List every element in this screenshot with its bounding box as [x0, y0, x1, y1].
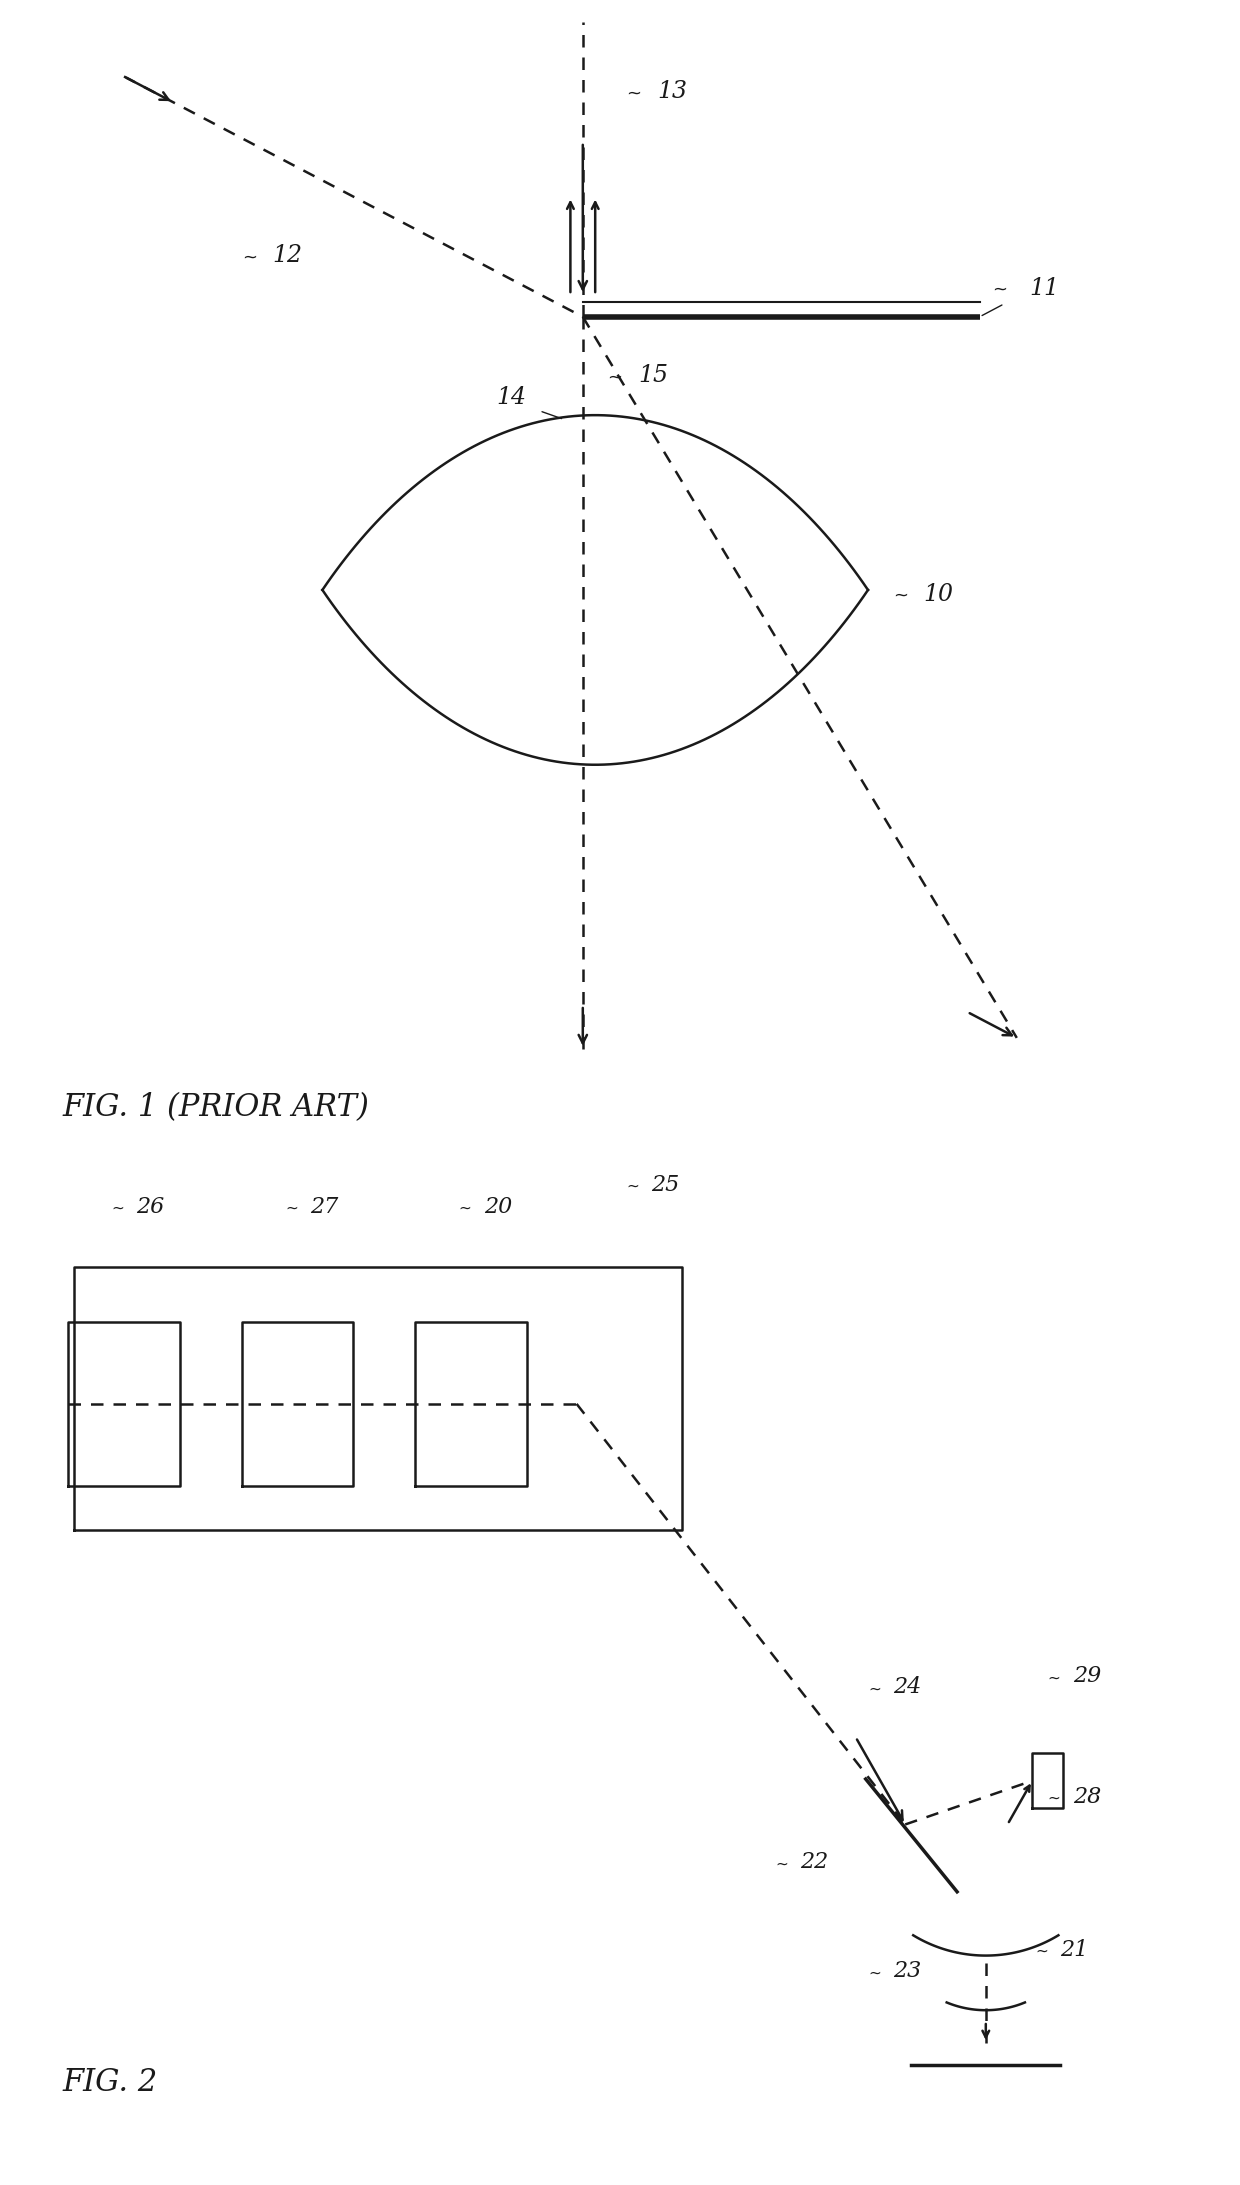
Text: ~: ~ — [242, 249, 257, 267]
Text: 12: 12 — [273, 245, 303, 267]
Text: 11: 11 — [1029, 277, 1059, 299]
Text: 24: 24 — [893, 1676, 921, 1698]
Text: ~: ~ — [893, 588, 908, 605]
Text: ~: ~ — [992, 282, 1007, 299]
Text: 25: 25 — [651, 1173, 680, 1195]
Text: 29: 29 — [1073, 1665, 1101, 1687]
Text: 22: 22 — [800, 1851, 828, 1873]
Text: 14: 14 — [496, 387, 526, 409]
Text: ~: ~ — [775, 1857, 787, 1870]
Text: ~: ~ — [868, 1682, 880, 1696]
Text: ~: ~ — [626, 85, 641, 103]
Text: ~: ~ — [1048, 1672, 1060, 1685]
Text: 21: 21 — [1060, 1938, 1089, 1960]
Text: ~: ~ — [1048, 1792, 1060, 1805]
Text: 10: 10 — [924, 583, 954, 605]
Text: 13: 13 — [657, 81, 687, 103]
Text: ~: ~ — [626, 1180, 639, 1193]
Text: ~: ~ — [459, 1202, 471, 1215]
Text: 28: 28 — [1073, 1785, 1101, 1807]
Text: 23: 23 — [893, 1960, 921, 1982]
Text: 27: 27 — [310, 1195, 339, 1217]
Text: ~: ~ — [608, 369, 622, 387]
Text: 15: 15 — [639, 365, 668, 387]
Text: 26: 26 — [136, 1195, 165, 1217]
Text: 20: 20 — [484, 1195, 512, 1217]
Text: FIG. 1 (PRIOR ART): FIG. 1 (PRIOR ART) — [62, 1092, 368, 1123]
Text: ~: ~ — [112, 1202, 124, 1215]
Text: FIG. 2: FIG. 2 — [62, 2067, 157, 2098]
Text: ~: ~ — [1035, 1945, 1048, 1958]
Text: ~: ~ — [868, 1966, 880, 1980]
Text: ~: ~ — [285, 1202, 298, 1215]
